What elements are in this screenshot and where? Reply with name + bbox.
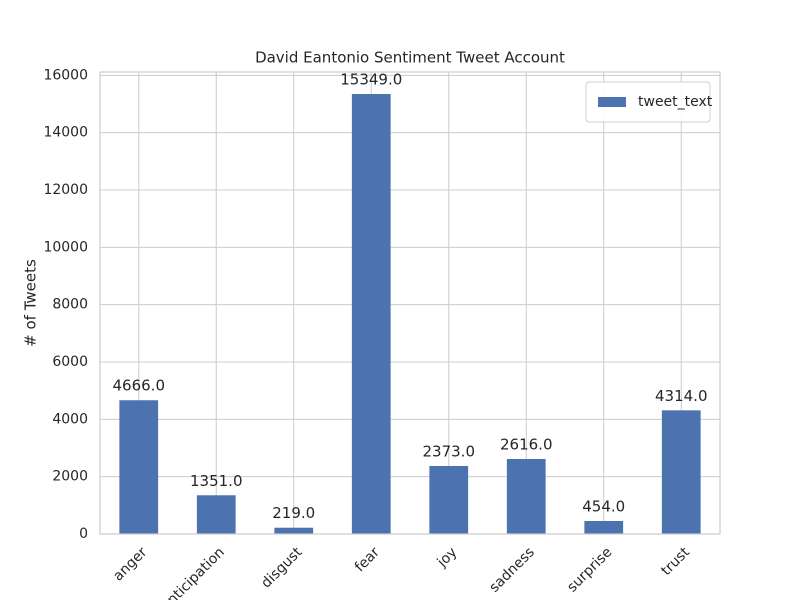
bar [351, 94, 391, 534]
value-label: 15349.0 [340, 71, 402, 89]
y-tick-label: 8000 [52, 297, 88, 313]
legend-label: tweet_text [638, 94, 713, 110]
x-tick-label: sadness [486, 544, 538, 596]
bar [429, 465, 469, 534]
legend-box [585, 81, 711, 123]
chart-title: David Eantonio Sentiment Tweet Account [255, 49, 565, 67]
plot-frame [99, 71, 721, 535]
y-tick-label: 12000 [43, 182, 88, 198]
legend-swatch [598, 97, 626, 107]
bar [196, 495, 236, 534]
bar [506, 459, 546, 534]
y-axis-label: # of Tweets [22, 259, 40, 347]
x-tick-label: anger [110, 544, 150, 584]
value-label: 4666.0 [113, 377, 166, 395]
value-label: 1351.0 [190, 472, 243, 490]
bar [584, 520, 624, 534]
x-tick-label: trust [658, 544, 693, 579]
y-tick-label: 4000 [52, 411, 88, 427]
y-tick-label: 2000 [52, 469, 88, 485]
bar [119, 400, 159, 534]
x-tick-label: disgust [258, 544, 305, 591]
x-tick-label: joy [434, 544, 461, 571]
value-label: 4314.0 [655, 387, 708, 405]
bar [661, 410, 701, 534]
x-tick-label: surprise [564, 544, 615, 595]
x-tick-label: fear [352, 544, 383, 575]
value-label: 219.0 [272, 504, 315, 522]
value-label: 454.0 [582, 497, 625, 515]
y-tick-label: 16000 [43, 67, 88, 83]
y-tick-label: 10000 [43, 239, 88, 255]
value-label: 2616.0 [500, 436, 553, 454]
y-tick-label: 6000 [52, 354, 88, 370]
y-tick-label: 14000 [43, 125, 88, 141]
y-tick-label: 0 [79, 526, 88, 542]
value-label: 2373.0 [423, 442, 476, 460]
bar [274, 527, 314, 534]
x-tick-label: anticipation [158, 544, 228, 600]
